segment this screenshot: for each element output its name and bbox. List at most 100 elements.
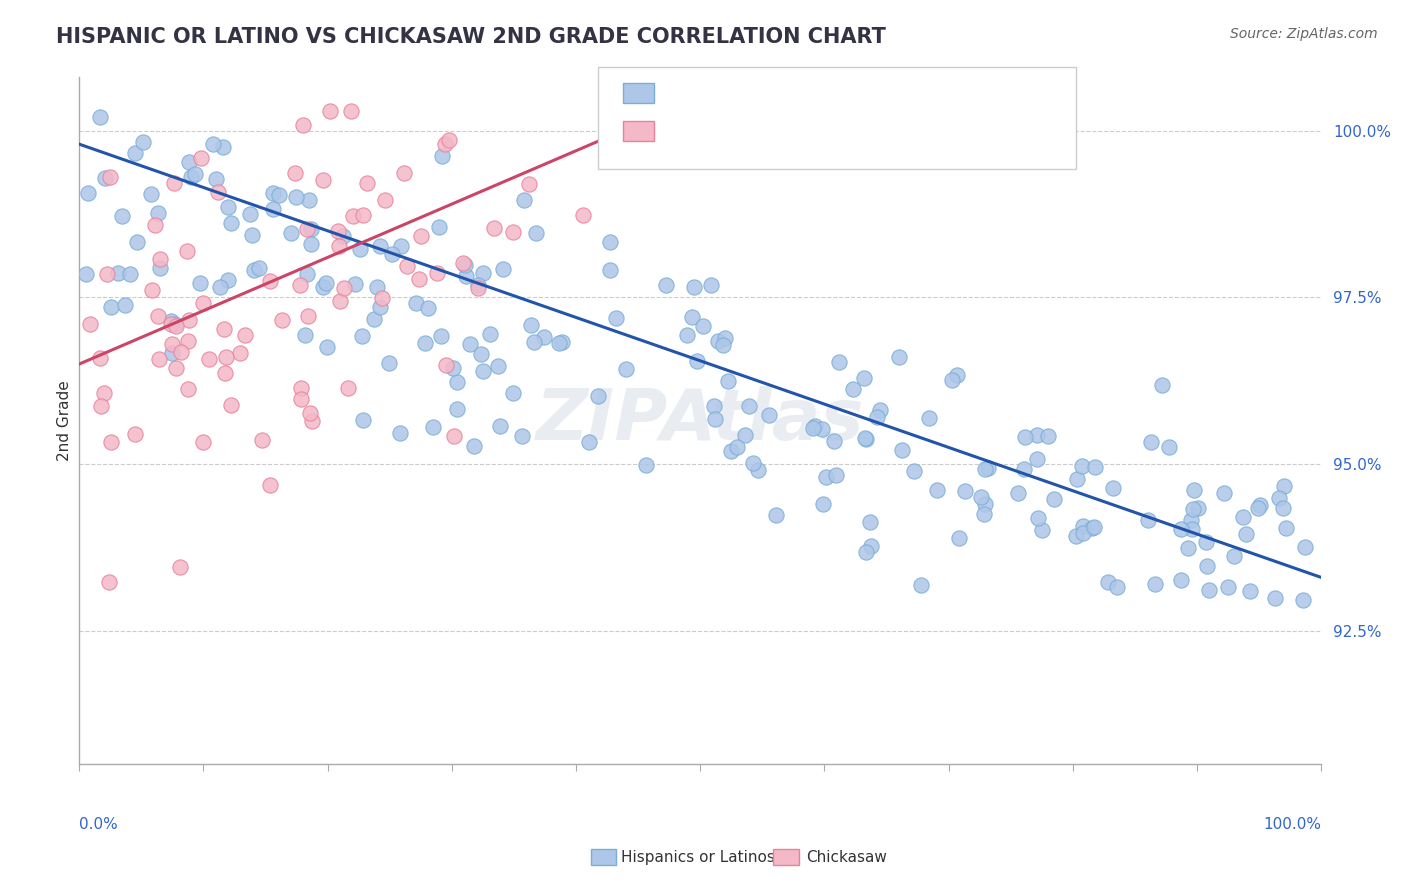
Point: [823, 434, 845, 449]
Point: [520, 318, 543, 332]
Point: [676, 328, 699, 343]
Point: [169, 559, 191, 574]
Point: [479, 327, 502, 342]
Point: [316, 340, 339, 354]
Point: [343, 277, 366, 291]
Point: [315, 277, 337, 291]
Point: [891, 443, 914, 458]
Point: [141, 186, 163, 201]
Point: [100, 300, 122, 314]
Point: [1180, 513, 1202, 527]
Point: [176, 244, 198, 258]
Point: [93, 385, 115, 400]
Point: [1170, 522, 1192, 536]
Point: [973, 462, 995, 476]
Point: [243, 263, 266, 277]
Point: [269, 187, 291, 202]
Point: [1071, 458, 1094, 473]
Point: [456, 268, 478, 283]
Point: [228, 346, 250, 360]
Point: [146, 309, 169, 323]
Point: [215, 350, 238, 364]
Point: [513, 194, 536, 208]
Point: [190, 151, 212, 165]
Point: [389, 238, 412, 252]
Point: [1157, 441, 1180, 455]
Point: [298, 406, 321, 420]
Point: [441, 360, 464, 375]
Point: [163, 317, 186, 331]
Point: [288, 278, 311, 293]
Point: [233, 327, 256, 342]
Point: [810, 422, 832, 436]
Point: [1066, 472, 1088, 486]
Point: [340, 103, 363, 118]
Point: [765, 508, 787, 522]
Point: [214, 366, 236, 380]
Point: [1170, 573, 1192, 587]
Point: [262, 186, 284, 200]
Point: [239, 206, 262, 220]
Point: [378, 356, 401, 370]
Point: [193, 435, 215, 450]
Point: [1140, 435, 1163, 450]
Point: [1137, 513, 1160, 527]
Point: [725, 441, 748, 455]
Point: [176, 334, 198, 348]
Point: [437, 133, 460, 147]
Point: [853, 371, 876, 385]
Point: [332, 229, 354, 244]
Point: [89, 351, 111, 365]
Point: [858, 515, 880, 529]
Point: [430, 328, 453, 343]
Point: [336, 381, 359, 395]
Point: [605, 311, 627, 326]
Point: [855, 545, 877, 559]
Point: [381, 247, 404, 261]
Point: [301, 415, 323, 429]
Point: [295, 267, 318, 281]
Point: [371, 291, 394, 305]
Point: [472, 364, 495, 378]
Point: [162, 176, 184, 190]
Point: [219, 398, 242, 412]
Point: [177, 313, 200, 327]
Point: [259, 478, 281, 492]
Point: [295, 222, 318, 236]
Text: ZIPAtlas: ZIPAtlas: [536, 386, 865, 455]
Text: HISPANIC OR LATINO VS CHICKASAW 2ND GRADE CORRELATION CHART: HISPANIC OR LATINO VS CHICKASAW 2ND GRAD…: [56, 27, 886, 46]
Point: [825, 468, 848, 483]
Point: [124, 426, 146, 441]
Point: [1267, 491, 1289, 505]
Point: [738, 399, 761, 413]
Point: [855, 431, 877, 445]
Point: [1182, 502, 1205, 516]
Point: [363, 311, 385, 326]
Point: [683, 280, 706, 294]
Point: [165, 318, 187, 333]
Point: [681, 310, 703, 324]
Point: [974, 497, 997, 511]
Point: [1097, 575, 1119, 590]
Point: [1102, 481, 1125, 495]
Point: [941, 373, 963, 387]
Y-axis label: 2nd Grade: 2nd Grade: [58, 380, 72, 461]
Point: [1181, 522, 1204, 536]
Point: [523, 335, 546, 350]
Point: [1177, 541, 1199, 555]
Point: [426, 266, 449, 280]
Point: [970, 490, 993, 504]
Point: [191, 295, 214, 310]
Text: R =  0.341  N =  78: R = 0.341 N = 78: [661, 121, 852, 139]
Point: [1026, 451, 1049, 466]
Point: [887, 351, 910, 365]
Point: [242, 227, 264, 242]
Point: [492, 262, 515, 277]
Point: [209, 280, 232, 294]
Point: [1249, 498, 1271, 512]
Point: [141, 283, 163, 297]
Point: [160, 317, 183, 331]
Point: [510, 428, 533, 442]
Point: [160, 345, 183, 359]
Point: [97, 574, 120, 589]
